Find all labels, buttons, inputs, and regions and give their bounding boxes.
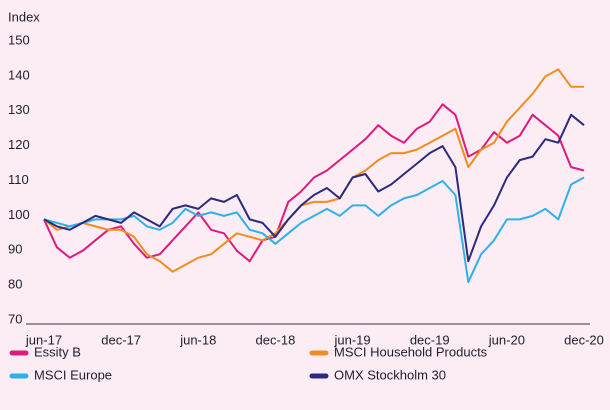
x-tick-label: jun-17 <box>25 332 62 347</box>
x-tick-label: jun-19 <box>334 332 371 347</box>
x-tick-label: dec-19 <box>410 332 450 347</box>
x-tick-label: dec-17 <box>101 332 141 347</box>
x-tick-label: dec-18 <box>256 332 296 347</box>
x-tick-label: jun-20 <box>488 332 525 347</box>
series-line <box>43 103 585 263</box>
y-axis-label: Index <box>8 9 40 24</box>
legend-label: MSCI Household Products <box>334 344 488 359</box>
series-line <box>43 176 585 284</box>
series-line <box>43 113 585 263</box>
y-tick-label: 70 <box>8 311 22 326</box>
y-tick-label: 80 <box>8 277 22 292</box>
y-tick-label: 120 <box>8 137 30 152</box>
legend-label: MSCI Europe <box>34 367 112 382</box>
y-tick-label: 130 <box>8 102 30 117</box>
y-tick-label: 150 <box>8 32 30 47</box>
y-tick-label: 100 <box>8 207 30 222</box>
y-tick-label: 140 <box>8 67 30 82</box>
legend-label: OMX Stockholm 30 <box>334 367 446 382</box>
y-tick-label: 90 <box>8 242 22 257</box>
x-tick-label: jun-18 <box>179 332 216 347</box>
y-tick-label: 110 <box>8 172 29 187</box>
x-tick-label: dec-20 <box>564 332 604 347</box>
legend-label: Essity B <box>34 344 81 359</box>
series-line <box>43 68 584 273</box>
